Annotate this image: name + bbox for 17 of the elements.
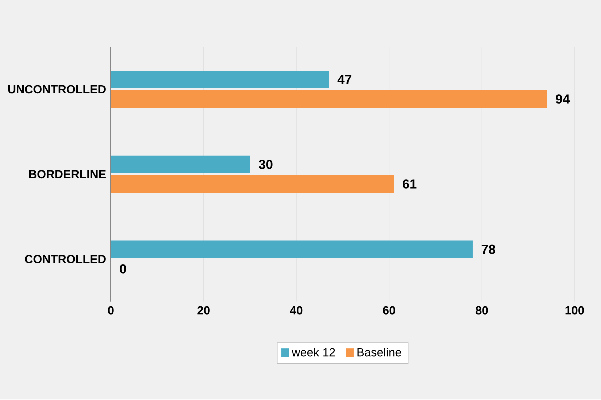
y-tick-label: UNCONTROLLED bbox=[8, 85, 106, 94]
data-label: 78 bbox=[482, 245, 496, 254]
y-tick-label: CONTROLLED bbox=[25, 255, 106, 264]
x-tick-label: 60 bbox=[383, 306, 396, 315]
x-tick-label: 20 bbox=[198, 306, 210, 315]
x-tick-label: 40 bbox=[290, 306, 303, 315]
x-tick-label: 0 bbox=[108, 306, 114, 315]
x-tick-label: 80 bbox=[476, 306, 488, 315]
legend-label: Baseline bbox=[358, 348, 402, 357]
legend-label: week 12 bbox=[292, 348, 336, 357]
data-label: 47 bbox=[338, 75, 352, 84]
data-label: 0 bbox=[120, 264, 126, 274]
data-label: 94 bbox=[556, 94, 570, 104]
data-label: 61 bbox=[402, 180, 417, 189]
y-tick-label: BORDERLINE bbox=[29, 170, 106, 179]
data-label: 30 bbox=[259, 160, 273, 170]
x-tick-label: 100 bbox=[566, 306, 584, 315]
